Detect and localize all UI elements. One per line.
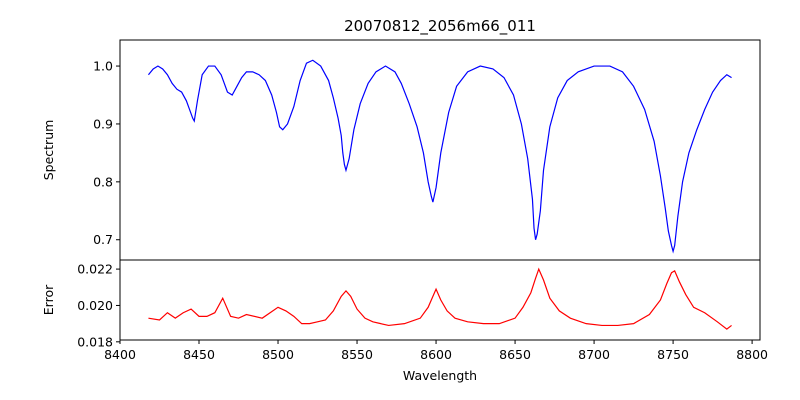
spectrum-y-ticks: 0.7 0.8 0.9 1.0 <box>93 59 120 247</box>
error-x-ticks: 8400 8450 8500 8550 8600 8650 8700 8750 8800 <box>104 340 768 362</box>
spectrum-series-line <box>147 59 732 254</box>
error-axes-frame <box>119 259 761 341</box>
x-tick-label: 8600 <box>420 347 452 362</box>
x-axis-label: Wavelength <box>403 368 477 383</box>
x-tick-label: 8700 <box>578 347 610 362</box>
x-tick-label: 8400 <box>104 347 136 362</box>
spectrum-y-axis-label: Spectrum <box>41 120 56 181</box>
error-series-line <box>148 267 732 330</box>
error-y-tick-label: 0.022 <box>77 262 113 277</box>
chart-title: 20070812_2056m66_011 <box>344 17 536 36</box>
x-tick-label: 8800 <box>736 347 768 362</box>
spectrum-y-tick-label: 0.9 <box>93 116 113 131</box>
spectrum-panel: 0.7 0.8 0.9 1.0 Spectrum <box>41 39 761 261</box>
spectrum-y-tick-label: 1.0 <box>93 59 113 74</box>
error-y-axis-label: Error <box>41 284 56 315</box>
x-tick-label: 8750 <box>657 347 689 362</box>
error-y-tick-label: 0.018 <box>77 334 113 349</box>
error-y-ticks: 0.018 0.020 0.022 <box>77 262 120 349</box>
x-tick-label: 8450 <box>183 347 215 362</box>
x-tick-label: 8650 <box>499 347 531 362</box>
x-tick-label: 8550 <box>341 347 373 362</box>
spectrum-y-tick-label: 0.8 <box>93 174 113 189</box>
x-tick-label: 8500 <box>262 347 294 362</box>
error-y-tick-label: 0.020 <box>77 298 113 313</box>
error-panel: 0.018 0.020 0.022 8400 8450 8500 8550 8600 8650… <box>41 259 768 383</box>
spectrum-y-tick-label: 0.7 <box>93 232 113 247</box>
